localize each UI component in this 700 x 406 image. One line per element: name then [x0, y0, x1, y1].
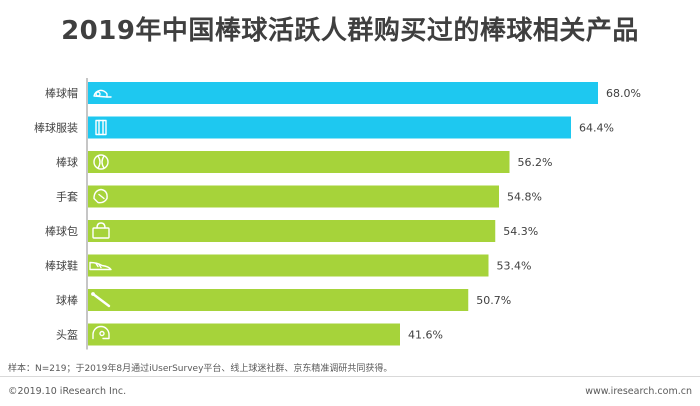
value-label: 53.4% [497, 260, 532, 273]
bar [88, 116, 571, 139]
category-label: 头盔 [56, 328, 78, 342]
value-label: 64.4% [579, 122, 614, 135]
bar [88, 185, 499, 208]
glove-icon [93, 188, 108, 204]
bar [88, 220, 496, 242]
bar [88, 82, 598, 104]
value-label: 41.6% [408, 329, 443, 342]
value-label: 68.0% [606, 87, 641, 100]
copyright: ©2019.10 iResearch Inc. [8, 386, 127, 397]
category-label: 棒球服装 [34, 121, 78, 135]
bar [88, 151, 510, 173]
category-label: 棒球帽 [45, 86, 78, 100]
bar-chart: 棒球帽 68.0% 棒球服装 64.4% 棒球 56.2% 手套 54.8% 棒球包 54.3% 棒… [34, 78, 641, 350]
category-label: 棒球 [56, 155, 78, 169]
cap-icon [93, 89, 112, 98]
footer-divider [0, 376, 700, 377]
chart-title: 2019年中国棒球活跃人群购买过的棒球相关产品 [61, 16, 639, 46]
value-label: 54.3% [503, 225, 538, 238]
category-label: 棒球包 [45, 224, 78, 238]
footnote: 样本：N=219；于2019年8月通过iUserSurvey平台、线上球迷社群、… [8, 364, 393, 374]
category-label: 棒球鞋 [45, 259, 78, 273]
bar [88, 323, 400, 346]
shoe-icon [89, 261, 112, 271]
helmet-icon [92, 325, 110, 340]
bar [88, 289, 469, 311]
ball-icon [93, 154, 109, 170]
bar [88, 254, 489, 277]
website: www.iresearch.com.cn [585, 386, 692, 397]
bars-group: 棒球帽 68.0% 棒球服装 64.4% 棒球 56.2% 手套 54.8% 棒球包 54.3% 棒… [34, 82, 641, 346]
value-label: 54.8% [507, 191, 542, 204]
bat-icon [91, 292, 111, 308]
bag-icon [92, 222, 110, 239]
jersey-icon [95, 119, 107, 136]
value-label: 56.2% [518, 156, 553, 169]
category-label: 手套 [56, 190, 78, 204]
value-label: 50.7% [476, 294, 511, 307]
category-label: 球棒 [56, 293, 78, 307]
